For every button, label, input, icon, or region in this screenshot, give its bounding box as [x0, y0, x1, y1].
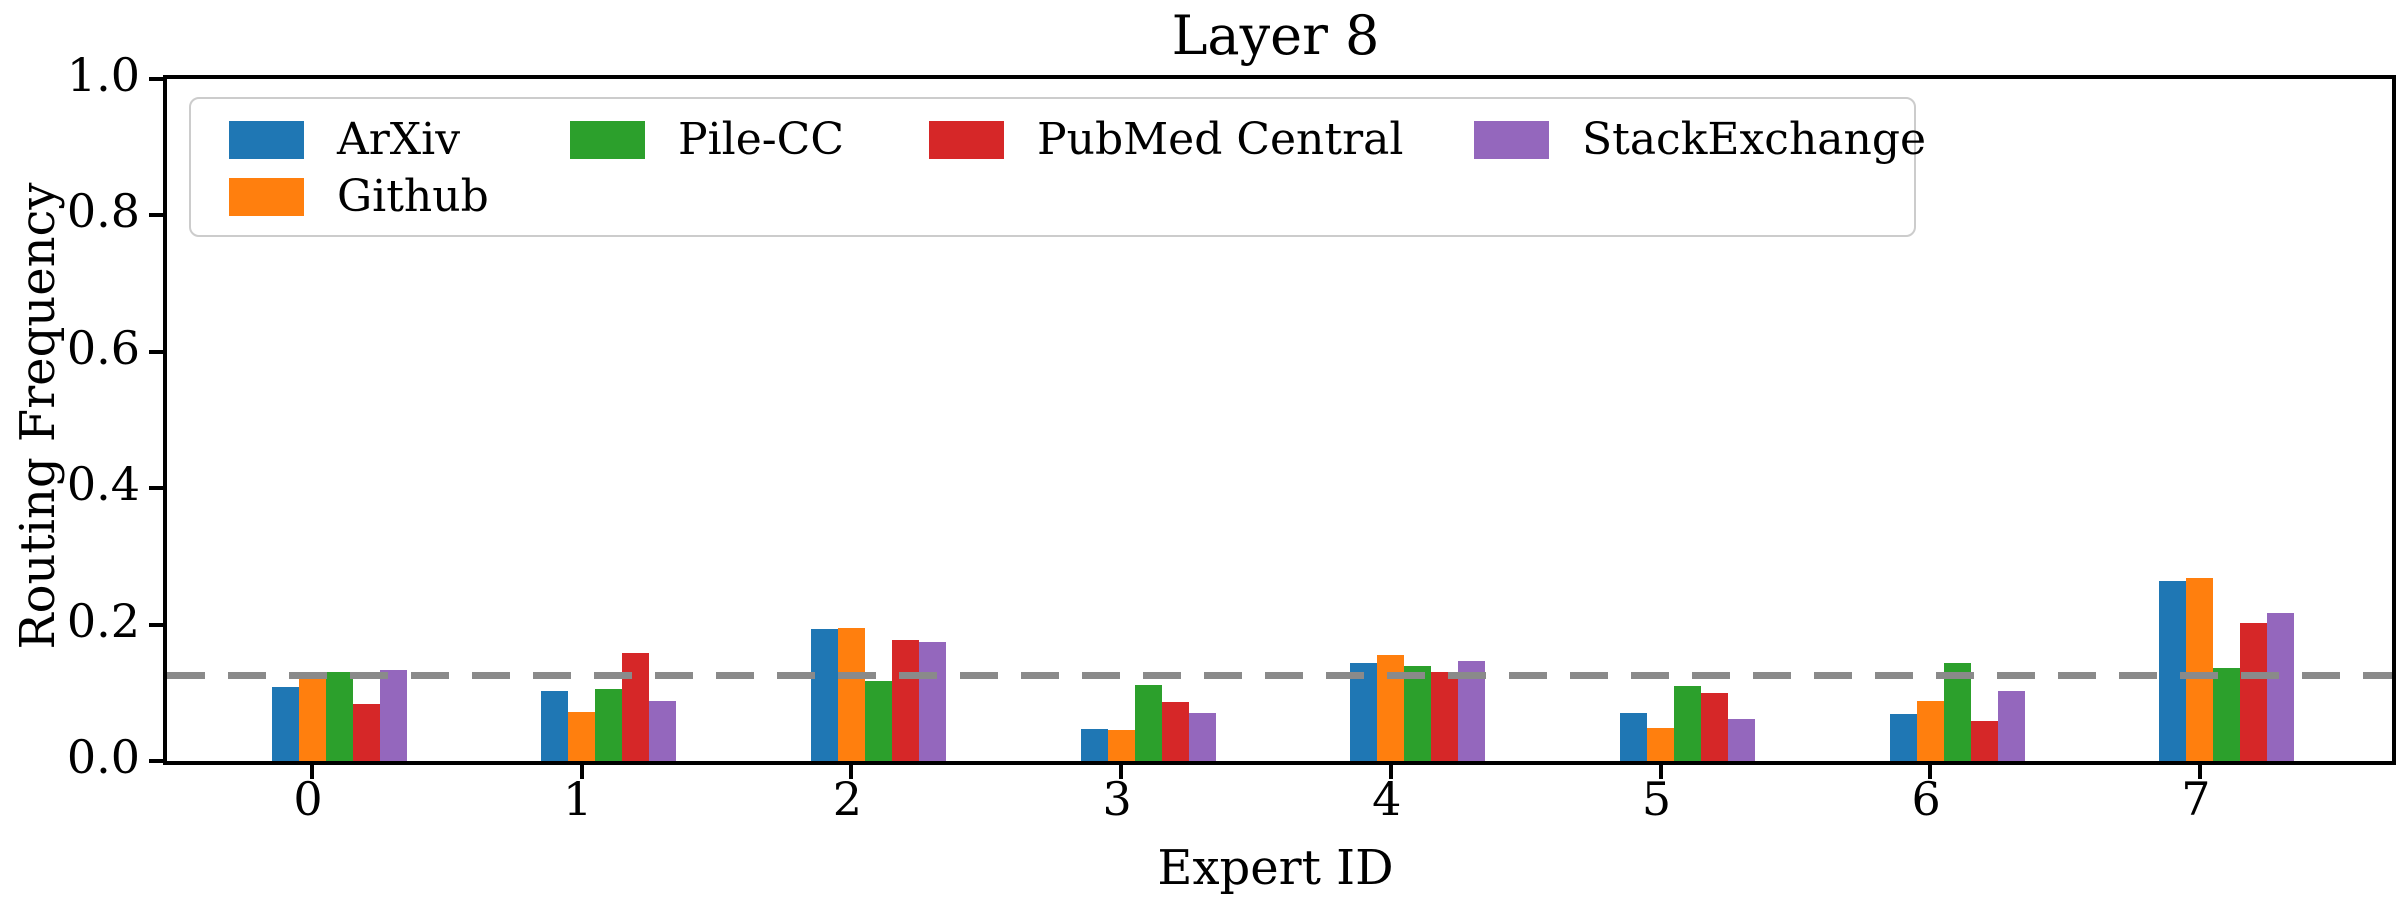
y-tick-label: 0.6 — [66, 320, 140, 375]
bar-github-expert5 — [1647, 728, 1674, 761]
x-axis-label: Expert ID — [1157, 840, 1394, 896]
bar-pile-cc-expert4 — [1404, 665, 1432, 761]
y-tick — [149, 622, 163, 627]
x-tick — [849, 765, 854, 779]
legend-swatch-pubmed-central — [929, 120, 1004, 159]
bar-github-expert6 — [1916, 700, 1944, 761]
bar-stackexchange-expert5 — [1728, 719, 1755, 761]
bar-arxiv-expert0 — [271, 687, 299, 761]
legend-label-pile-cc: Pile-CC — [678, 113, 844, 165]
x-tick — [1658, 765, 1663, 779]
x-tick-label: 2 — [832, 772, 863, 826]
bar-arxiv-expert4 — [1350, 663, 1378, 761]
bar-pubmed-central-expert4 — [1431, 671, 1459, 761]
bar-pile-cc-expert1 — [595, 689, 623, 761]
bar-pubmed-central-expert5 — [1701, 693, 1728, 761]
bar-github-expert1 — [568, 711, 596, 761]
bar-github-expert0 — [298, 677, 326, 761]
reference-line — [167, 672, 2392, 680]
plot-area: ArXiv Github Pile-CC PubMed Central StackExc… — [149, 75, 2396, 779]
legend-entry-github: Github — [229, 168, 570, 225]
y-tick — [149, 77, 163, 81]
bar-arxiv-expert3 — [1080, 728, 1108, 761]
y-tick-label: 0.0 — [66, 730, 140, 784]
x-tick-label: 5 — [1641, 772, 1672, 826]
y-tick — [149, 759, 163, 763]
bar-github-expert3 — [1107, 729, 1135, 761]
x-tick — [2197, 765, 2202, 779]
bar-pile-cc-expert3 — [1134, 684, 1162, 761]
legend: ArXiv Github Pile-CC PubMed Central StackExc… — [189, 97, 1926, 237]
bar-stackexchange-expert0 — [379, 669, 407, 761]
legend-entry-stackexchange: StackExchange — [1474, 111, 1926, 168]
bar-arxiv-expert1 — [541, 691, 569, 761]
legend-label-github: Github — [337, 170, 489, 222]
bar-pile-cc-expert2 — [864, 680, 892, 761]
legend-column: Pile-CC — [570, 111, 929, 168]
y-tick-label: 0.4 — [66, 457, 140, 512]
x-tick-label: 4 — [1372, 772, 1402, 826]
legend-column: ArXiv Github — [229, 111, 570, 225]
legend-column: StackExchange — [1474, 111, 1926, 168]
legend-label-pubmed-central: PubMed Central — [1037, 113, 1404, 165]
legend-entry-arxiv: ArXiv — [229, 111, 570, 168]
bar-arxiv-expert7 — [2159, 580, 2187, 761]
x-tick-label: 3 — [1102, 772, 1132, 826]
y-tick — [149, 213, 163, 218]
y-axis-label: Routing Frequency — [10, 182, 66, 650]
bar-pubmed-central-expert7 — [2240, 623, 2268, 761]
chart-title: Layer 8 — [1171, 4, 1380, 67]
x-tick-label: 7 — [2181, 772, 2211, 826]
legend-swatch-github — [229, 177, 304, 216]
bar-pile-cc-expert0 — [325, 672, 353, 761]
bar-pubmed-central-expert2 — [891, 639, 919, 761]
bar-stackexchange-expert3 — [1188, 712, 1216, 761]
y-tick-label: 1.0 — [66, 48, 140, 102]
legend-swatch-arxiv — [229, 120, 304, 159]
bar-github-expert7 — [2186, 577, 2214, 761]
legend-entry-pile-cc: Pile-CC — [570, 111, 929, 168]
x-tick — [1928, 765, 1933, 779]
bar-pubmed-central-expert6 — [1970, 721, 1998, 761]
x-tick — [579, 765, 584, 779]
bar-stackexchange-expert7 — [2267, 613, 2295, 761]
bar-stackexchange-expert1 — [649, 700, 677, 761]
x-tick-label: 6 — [1911, 772, 1941, 826]
legend-swatch-pile-cc — [570, 120, 645, 159]
x-tick — [1119, 765, 1124, 779]
legend-label-stackexchange: StackExchange — [1582, 113, 1927, 165]
x-tick — [310, 765, 314, 779]
bar-stackexchange-expert6 — [1997, 690, 2025, 761]
bar-pile-cc-expert6 — [1943, 663, 1971, 761]
y-tick — [149, 486, 163, 491]
x-tick-label: 1 — [563, 772, 593, 826]
y-tick-label: 0.2 — [66, 593, 140, 648]
bar-pile-cc-expert5 — [1674, 685, 1701, 761]
bar-stackexchange-expert2 — [918, 641, 946, 761]
legend-entry-pubmed-central: PubMed Central — [929, 111, 1474, 168]
bar-pubmed-central-expert3 — [1161, 701, 1189, 761]
y-tick-label: 0.8 — [66, 184, 140, 239]
y-tick — [149, 349, 163, 354]
bar-github-expert2 — [837, 628, 865, 761]
x-tick — [1388, 765, 1393, 779]
legend-label-arxiv: ArXiv — [337, 113, 461, 165]
legend-swatch-stackexchange — [1474, 120, 1549, 159]
legend-column: PubMed Central — [929, 111, 1474, 168]
bar-arxiv-expert2 — [810, 629, 838, 761]
bar-pubmed-central-expert0 — [352, 704, 380, 761]
bar-arxiv-expert6 — [1889, 713, 1917, 761]
bar-pile-cc-expert7 — [2213, 667, 2241, 761]
bar-pubmed-central-expert1 — [622, 653, 650, 761]
bar-arxiv-expert5 — [1620, 712, 1647, 761]
x-tick-label: 0 — [293, 772, 323, 826]
bar-github-expert4 — [1377, 654, 1405, 761]
